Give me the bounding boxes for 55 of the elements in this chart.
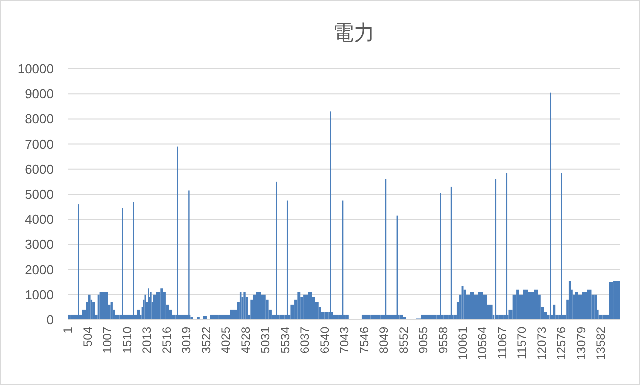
bar bbox=[137, 310, 140, 320]
x-tick-label: 5534 bbox=[278, 326, 292, 354]
bar bbox=[153, 294, 156, 320]
bar bbox=[568, 281, 572, 320]
y-tick-label: 3000 bbox=[25, 237, 54, 252]
x-tick-label: 10061 bbox=[456, 326, 470, 360]
x-tick-label: 1510 bbox=[120, 326, 134, 354]
x-tick-label: 9055 bbox=[416, 326, 430, 354]
bar bbox=[298, 292, 301, 320]
x-tick-label: 4528 bbox=[238, 326, 253, 354]
y-tick-label: 8000 bbox=[25, 112, 54, 127]
y-tick-label: 6000 bbox=[25, 162, 54, 177]
bar bbox=[163, 292, 166, 320]
bar bbox=[104, 292, 108, 320]
y-tick-label: 7000 bbox=[25, 136, 54, 152]
bar bbox=[616, 281, 620, 320]
bar bbox=[400, 314, 404, 320]
x-tick-label: 7043 bbox=[338, 326, 352, 354]
x-tick-label: 2013 bbox=[140, 326, 154, 354]
x-tick-label: 4025 bbox=[219, 326, 234, 354]
x-tick-label: 11067 bbox=[495, 326, 510, 360]
bar bbox=[464, 290, 466, 320]
x-tick-label: 10564 bbox=[476, 326, 490, 360]
chart-title: 電力 bbox=[333, 22, 375, 45]
x-tick-label: 6037 bbox=[298, 326, 312, 354]
x-tick-label: 12576 bbox=[554, 326, 569, 360]
x-tick-label: 2516 bbox=[160, 326, 174, 354]
bar bbox=[244, 292, 246, 320]
bar bbox=[470, 292, 474, 320]
bar bbox=[346, 314, 349, 320]
bar bbox=[490, 304, 493, 320]
x-tick-label: 504 bbox=[80, 326, 95, 348]
y-tick-label: 10000 bbox=[18, 62, 54, 76]
y-tick-label: 1000 bbox=[25, 287, 54, 302]
x-tick-label: 3522 bbox=[199, 326, 214, 354]
x-tick-label: 7546 bbox=[357, 326, 372, 354]
x-tick-label: 13079 bbox=[574, 326, 588, 360]
x-tick-label: 1007 bbox=[100, 326, 115, 354]
y-tick-label: 5000 bbox=[25, 187, 54, 202]
x-tick-label: 5031 bbox=[258, 326, 273, 354]
y-tick-label: 9000 bbox=[25, 86, 54, 102]
y-tick-label: 4000 bbox=[25, 212, 54, 228]
x-tick-label: 3019 bbox=[180, 326, 194, 354]
y-tick-label: 0 bbox=[46, 312, 54, 328]
x-tick-label: 8552 bbox=[396, 326, 411, 354]
y-tick-label: 2000 bbox=[25, 262, 54, 278]
bar bbox=[160, 288, 164, 320]
x-tick-label: 1 bbox=[61, 326, 76, 334]
x-tick-label: 11570 bbox=[515, 326, 530, 360]
x-tick-label: 8049 bbox=[377, 326, 392, 354]
x-tick-label: 12073 bbox=[534, 326, 549, 360]
x-tick-label: 13582 bbox=[594, 326, 608, 360]
x-tick-label: 9558 bbox=[436, 326, 450, 354]
bar bbox=[575, 292, 578, 320]
x-tick-label: 6540 bbox=[318, 326, 332, 354]
